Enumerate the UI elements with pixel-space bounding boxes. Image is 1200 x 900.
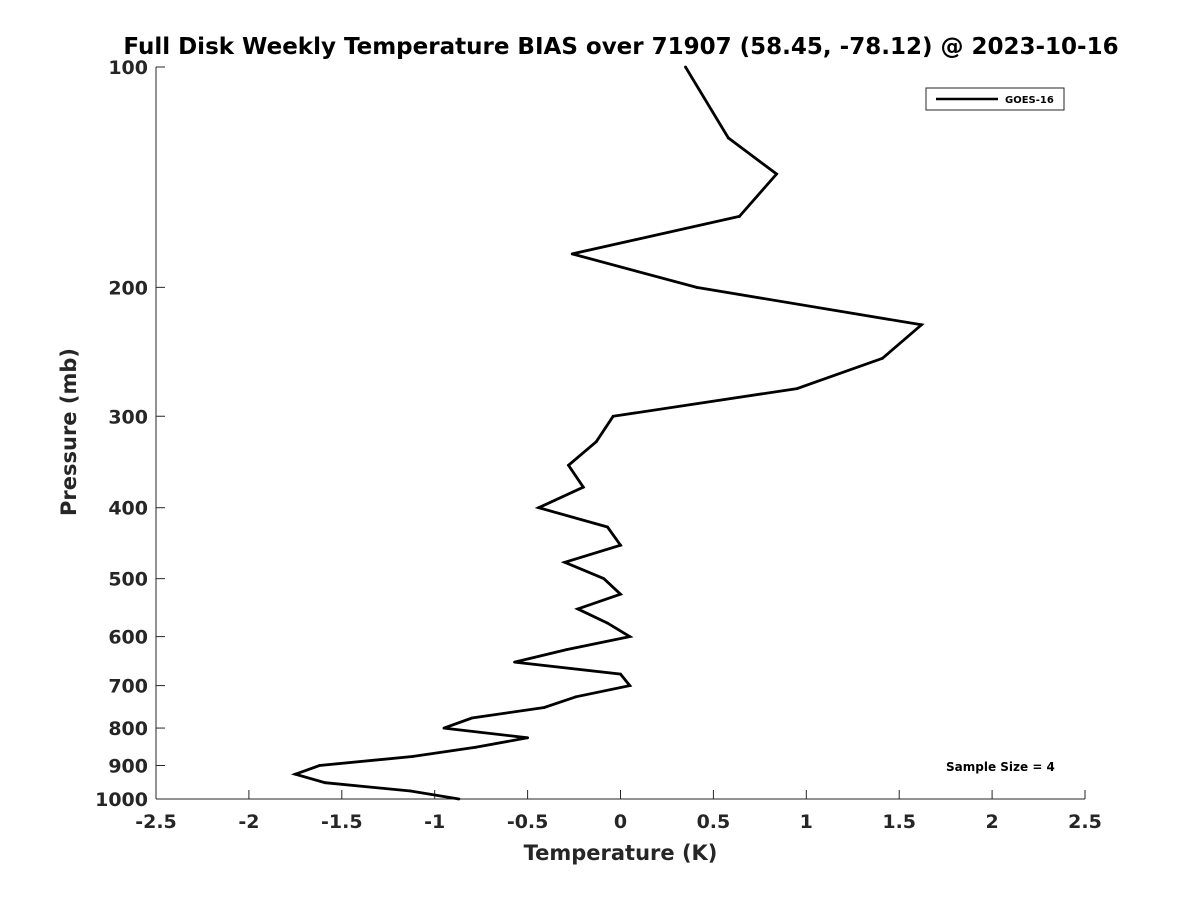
data-point: [567, 463, 570, 467]
x-tick-label: 2: [985, 811, 998, 833]
data-point: [442, 726, 446, 730]
axes: [155, 67, 1085, 800]
data-point: [795, 387, 799, 390]
sample-size-annotation: Sample Size = 4: [946, 760, 1055, 774]
data-point: [619, 672, 622, 676]
x-tick-label: 0.5: [697, 811, 731, 833]
series-line-goes-16: [290, 66, 925, 801]
y-tick-label: 100: [108, 57, 148, 79]
data-point: [606, 525, 609, 529]
data-point: [574, 695, 578, 699]
data-point: [411, 755, 414, 758]
x-tick-label: 1.5: [882, 811, 916, 833]
data-point: [294, 772, 297, 776]
data-point: [323, 781, 327, 785]
data-point: [513, 660, 516, 664]
data-point: [920, 323, 923, 327]
chart-title: Full Disk Weekly Temperature BIAS over 7…: [123, 34, 1118, 60]
data-point: [695, 286, 699, 289]
data-point: [611, 414, 615, 418]
data-point: [594, 440, 598, 444]
y-tick-label: 300: [108, 406, 148, 428]
data-point: [881, 356, 884, 360]
data-point: [775, 172, 778, 176]
legend: GOES-16: [925, 87, 1065, 111]
y-tick-label: 800: [108, 718, 148, 740]
data-point: [457, 797, 461, 801]
data-point: [738, 215, 741, 218]
x-tick-label: -1.5: [321, 811, 363, 833]
data-point: [542, 706, 546, 709]
x-tick-label: -0.5: [507, 811, 549, 833]
data-point: [619, 592, 622, 596]
data-point: [570, 252, 574, 256]
x-tick-label: 2.5: [1068, 811, 1102, 833]
y-axis-label: Pressure (mb): [57, 348, 81, 516]
y-tick-label: 400: [108, 498, 148, 520]
ticks: -2.5 -2 -1.5 -1 -0.5 0 0.5 1 1.5 2 2.5 100 200 300 400…: [95, 57, 1102, 833]
data-point: [576, 607, 580, 611]
series-layer: [290, 65, 925, 801]
y-tick-label: 1000: [95, 789, 148, 811]
y-tick-label: 500: [108, 569, 148, 591]
data-point: [318, 764, 321, 767]
data-point: [409, 789, 412, 793]
y-tick-label: 700: [108, 676, 148, 698]
legend-label: GOES-16: [1005, 95, 1054, 106]
x-tick-label: 0: [614, 811, 627, 833]
y-tick-label: 600: [108, 627, 148, 649]
data-point: [565, 648, 568, 651]
x-tick-label: -2: [238, 811, 259, 833]
x-axis-label: Temperature (K): [524, 841, 718, 865]
data-point: [606, 621, 609, 625]
data-point: [628, 635, 632, 638]
y-tick-label: 200: [108, 277, 148, 299]
data-point: [474, 745, 477, 749]
data-point: [684, 65, 687, 69]
data-point: [526, 736, 529, 740]
y-tick-label: 900: [108, 756, 148, 778]
data-point: [537, 506, 541, 510]
x-tick-label: -2.5: [135, 811, 177, 833]
data-point: [581, 485, 585, 489]
data-point: [563, 560, 567, 564]
x-tick-label: 1: [800, 811, 813, 833]
data-point: [628, 684, 632, 687]
x-tick-label: -1: [424, 811, 445, 833]
data-point: [619, 543, 622, 547]
data-point: [726, 136, 730, 140]
data-point: [602, 577, 606, 580]
data-point: [470, 716, 474, 720]
